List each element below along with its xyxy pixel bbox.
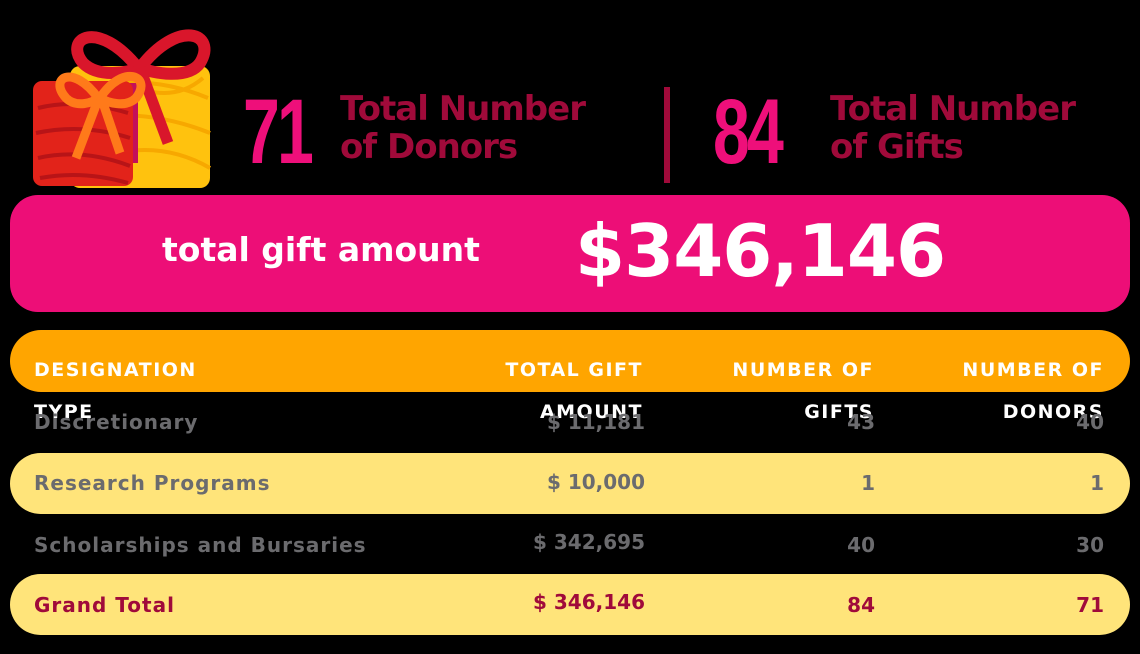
total-donors-label-line2: of Donors: [340, 127, 518, 167]
stats-divider: [664, 87, 670, 183]
total-gift-amount-label: total gift amount: [162, 230, 480, 269]
total-donors-label: Total Number of Donors: [340, 89, 586, 167]
cell-gifts: 1: [861, 471, 875, 495]
cell-designation: Grand Total: [34, 593, 175, 617]
header-total-gift-amount-line2: AMOUNT: [539, 401, 643, 423]
table-row-grand-total: [10, 574, 1130, 635]
total-gift-amount-banner: [10, 195, 1130, 312]
cell-amount: $ 10,000: [546, 470, 645, 494]
total-gifts-number: 84: [713, 81, 784, 183]
header-total-gift-amount: TOTAL GIFT AMOUNT: [505, 339, 643, 444]
cell-amount: $ 11,181: [546, 410, 645, 434]
total-gifts-label: Total Number of Gifts: [830, 89, 1076, 167]
header-number-of-gifts-line1: NUMBER OF: [732, 359, 874, 381]
header-total-gift-amount-line1: TOTAL GIFT: [505, 359, 643, 381]
header-number-of-donors-line2: DONORS: [1002, 401, 1104, 423]
total-donors-label-line1: Total Number: [340, 89, 586, 129]
header-designation-type: DESIGNATION TYPE: [34, 339, 197, 444]
cell-amount: $ 346,146: [533, 590, 645, 614]
header-number-of-gifts: NUMBER OF GIFTS: [732, 339, 874, 444]
header-designation-type-line2: TYPE: [34, 401, 94, 423]
cell-designation: Scholarships and Bursaries: [34, 533, 367, 557]
cell-designation: Research Programs: [34, 471, 271, 495]
cell-designation: Discretionary: [34, 410, 199, 434]
cell-amount: $ 342,695: [533, 530, 645, 554]
header-number-of-donors: NUMBER OF DONORS: [962, 339, 1104, 444]
total-gifts-label-line1: Total Number: [830, 89, 1076, 129]
header-designation-type-line1: DESIGNATION: [34, 359, 197, 381]
header-number-of-donors-line1: NUMBER OF: [962, 359, 1104, 381]
cell-gifts: 43: [847, 410, 875, 434]
cell-donors: 40: [1076, 410, 1104, 434]
cell-donors: 1: [1090, 471, 1104, 495]
table-header: [10, 330, 1130, 392]
header-number-of-gifts-line2: GIFTS: [804, 401, 874, 423]
cell-donors: 71: [1076, 593, 1104, 617]
total-donors-number: 71: [243, 81, 314, 183]
gift-boxes-icon: [28, 18, 218, 190]
cell-gifts: 40: [847, 533, 875, 557]
total-gifts-label-line2: of Gifts: [830, 127, 964, 167]
cell-gifts: 84: [847, 593, 875, 617]
table-row-research-programs: [10, 453, 1130, 514]
total-gift-amount-value: $346,146: [575, 209, 946, 293]
cell-donors: 30: [1076, 533, 1104, 557]
